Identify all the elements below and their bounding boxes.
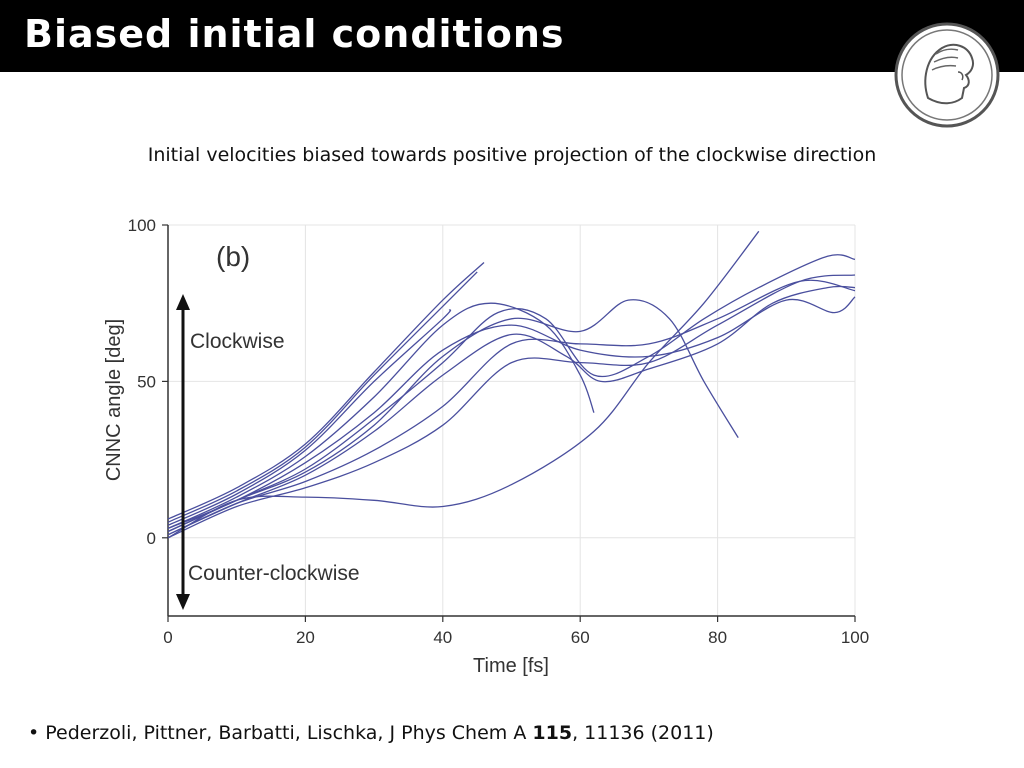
reference-authors: Pederzoli, Pittner, Barbatti, Lischka, J… — [45, 722, 527, 744]
reference-volume: 115 — [532, 722, 573, 744]
x-tick-label: 0 — [163, 628, 172, 647]
reference-citation: • Pederzoli, Pittner, Barbatti, Lischka,… — [28, 722, 714, 744]
title-bar: Biased initial conditions — [0, 0, 1024, 72]
x-tick-label: 80 — [708, 628, 727, 647]
x-tick-label: 40 — [433, 628, 452, 647]
clockwise-label: Clockwise — [190, 330, 285, 353]
counter-clockwise-label: Counter-clockwise — [188, 562, 360, 585]
bullet: • — [28, 722, 40, 744]
reference-pages: , 11136 (2011) — [572, 722, 714, 744]
direction-arrow — [176, 294, 190, 610]
trajectory-line-1 — [167, 309, 452, 526]
panel-label: (b) — [216, 241, 250, 272]
ticks: 0 20 40 60 80 100 0 50 100 — [128, 216, 870, 647]
slide-subtitle: Initial velocities biased towards positi… — [147, 144, 877, 166]
x-tick-label: 60 — [571, 628, 590, 647]
x-axis-label: Time [fs] — [473, 655, 549, 677]
y-tick-label: 50 — [137, 372, 156, 391]
y-tick-label: 0 — [147, 529, 156, 548]
y-tick-label: 100 — [128, 216, 156, 235]
trajectory-line-4 — [167, 302, 595, 529]
axes — [167, 225, 855, 617]
x-tick-label: 20 — [296, 628, 315, 647]
trajectory-line-6 — [167, 285, 856, 536]
slide-title: Biased initial conditions — [24, 12, 565, 56]
trajectory-line-3 — [167, 262, 485, 520]
trajectory-line-5 — [167, 254, 856, 533]
trajectory-line-8 — [167, 296, 856, 530]
trajectory-line-11 — [167, 230, 760, 539]
trajectory-line-2 — [167, 271, 478, 523]
trajectory-line-9 — [167, 279, 856, 536]
minerva-logo-icon — [894, 22, 1000, 128]
y-axis-label: CNNC angle [deg] — [103, 319, 125, 481]
grid — [168, 224, 856, 616]
series-lines — [167, 230, 856, 539]
trajectory-line-10 — [167, 274, 856, 539]
cnnc-angle-chart: 0 20 40 60 80 100 0 50 100 Clockwise Counter-clo… — [103, 216, 870, 677]
trajectory-line-7 — [167, 299, 739, 533]
x-tick-label: 100 — [841, 628, 869, 647]
